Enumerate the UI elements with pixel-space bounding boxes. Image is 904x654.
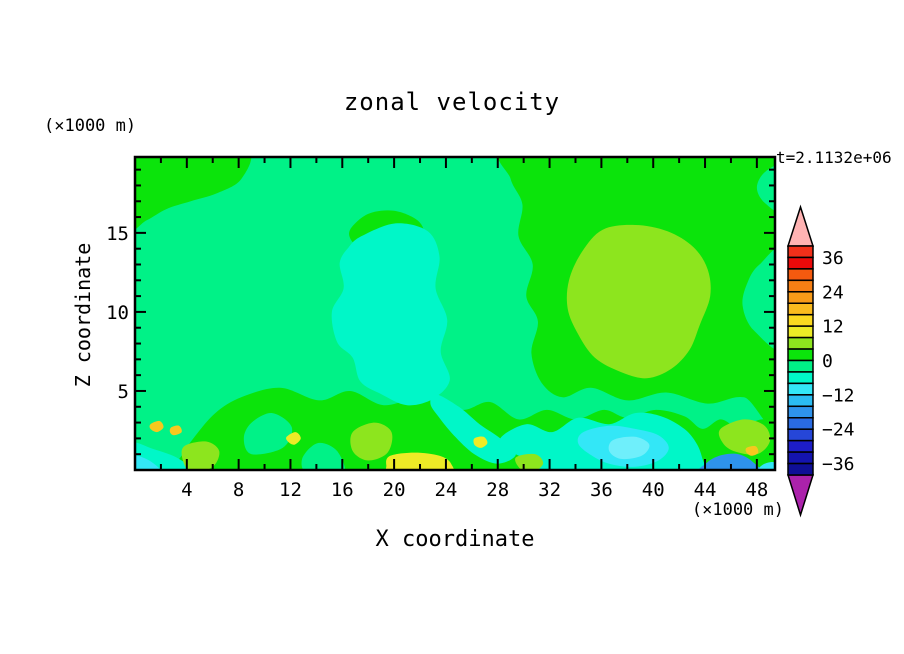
z-axis-units: (×1000 m) (44, 116, 137, 136)
colorbar-label: −36 (822, 454, 855, 475)
colorbar-cell (787, 268, 814, 282)
colorbar-cell (787, 439, 814, 453)
colorbar-label: −24 (822, 420, 855, 441)
x-axis-title: X coordinate (375, 527, 535, 552)
plot-frame (133, 155, 777, 472)
colorbar-cell (787, 371, 814, 385)
colorbar-cell (787, 405, 814, 419)
x-axis-units: (×1000 m) (691, 500, 784, 520)
contour-region-bottom-center (350, 422, 393, 461)
contour-region-corner-blue (698, 453, 762, 470)
colorbar-label: 24 (822, 282, 844, 303)
contour-region-dot-a (286, 432, 301, 445)
colorbar-label: 36 (822, 248, 844, 269)
colorbar-cell (787, 302, 814, 316)
colorbar-cell (787, 359, 814, 373)
contour-region-channel (430, 394, 516, 464)
colorbar-over-arrow (786, 204, 815, 247)
contour-region-bottom-left-tip (135, 455, 161, 470)
contour-region-bottom-center-yellow (385, 452, 454, 470)
colorbar-cell (787, 256, 814, 270)
z-tick-label: 5 (118, 381, 129, 403)
colorbar-cell (787, 291, 814, 304)
colorbar-label: 0 (822, 351, 833, 372)
colorbar-label: −12 (822, 385, 855, 406)
x-tick-label: 36 (590, 479, 613, 501)
colorbar-cell (787, 462, 814, 476)
colorbar-cell (787, 279, 814, 293)
colorbar-cell (787, 325, 814, 339)
contour-region-bottom-right (718, 419, 771, 455)
colorbar-cell (787, 394, 814, 408)
colorbar-cell (787, 451, 814, 465)
colorbar-under-arrow (786, 474, 815, 518)
colorbar-cell (787, 428, 814, 442)
contour-region-band-hole-b (301, 442, 346, 470)
colorbar-cell (787, 382, 814, 396)
x-tick-label: 28 (486, 479, 509, 501)
x-tick-label: 8 (233, 479, 244, 501)
x-tick-label: 16 (331, 479, 354, 501)
x-tick-label: 24 (434, 479, 457, 501)
x-tick-label: 12 (279, 479, 302, 501)
x-tick-label: 4 (181, 479, 192, 501)
contour-region-bottom-left (181, 441, 220, 470)
contour-region-top-left (135, 157, 252, 230)
time-stamp-label: t=2.1132e+06 (776, 148, 892, 167)
contour-region-central-blob (331, 223, 450, 406)
contour-region-right-edge-patch (742, 248, 775, 350)
contour-region-dot-d (169, 425, 182, 436)
z-tick-label: 15 (106, 223, 129, 245)
contour-region-bottom-right-core (608, 436, 650, 460)
x-tick-label: 40 (642, 479, 665, 501)
z-tick-label: 10 (106, 302, 129, 324)
chart-title: zonal velocity (343, 88, 561, 116)
colorbar-label: 12 (822, 317, 844, 338)
contour-region-band-hole-a (243, 413, 293, 455)
contour-region-dot-b (473, 436, 488, 448)
contour-region-dot-e (745, 446, 759, 456)
contour-region-top-right-corner-patch (756, 165, 775, 212)
colorbar-cell (787, 245, 814, 259)
colorbar-cell (787, 348, 814, 362)
colorbar-cell (787, 417, 814, 430)
contour-region-bottom-small (515, 453, 544, 470)
colorbar-cell (787, 336, 814, 350)
contour-region-right-blob (566, 224, 711, 379)
x-tick-label: 20 (383, 479, 406, 501)
colorbar-cell (787, 313, 814, 327)
x-tick-label: 44 (694, 479, 717, 501)
contour-region-dot-c (149, 420, 164, 433)
contour-region-corner-cyan (757, 462, 775, 470)
x-tick-label: 48 (745, 479, 768, 501)
x-tick-label: 32 (538, 479, 561, 501)
